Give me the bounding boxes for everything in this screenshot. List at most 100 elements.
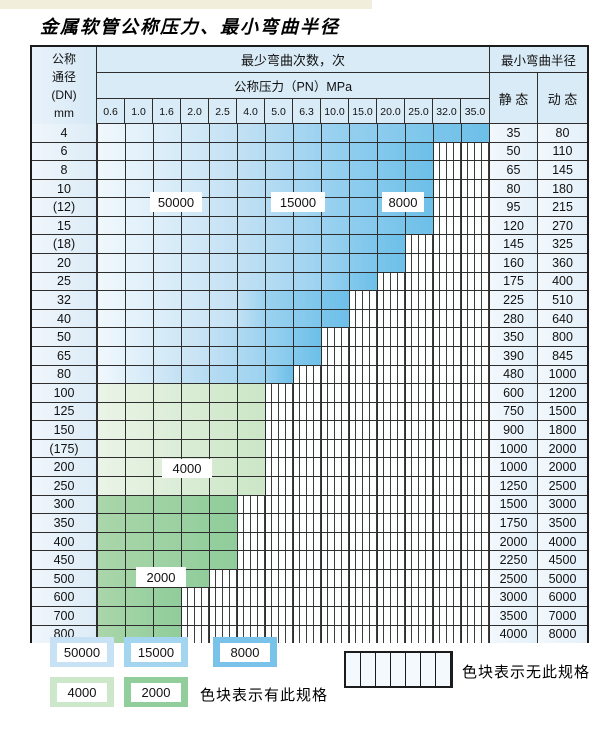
colored-availability-span bbox=[97, 421, 265, 439]
cycle-cells bbox=[97, 532, 489, 551]
colored-availability-span bbox=[97, 272, 377, 291]
colored-availability-span bbox=[97, 328, 321, 346]
table-row: (175) 1000 2000 bbox=[32, 439, 587, 459]
hatched-unavailable-span bbox=[265, 476, 489, 495]
header-min-bend-cycles: 最少弯曲次数，次 bbox=[97, 47, 489, 73]
header-dn-line2: 通径 bbox=[51, 69, 76, 84]
table-row: 20 160 360 bbox=[32, 254, 587, 273]
table-row: 80 480 1000 bbox=[32, 365, 587, 385]
dn-cell: 450 bbox=[32, 551, 97, 569]
pressure-column-header: 4.0 bbox=[237, 99, 265, 124]
static-radius-cell: 145 bbox=[489, 235, 537, 254]
dynamic-radius-cell: 270 bbox=[537, 216, 587, 235]
static-radius-cell: 3000 bbox=[489, 588, 537, 607]
cycle-cells bbox=[97, 161, 489, 179]
pressure-column-header: 10.0 bbox=[321, 99, 349, 124]
header-dn-line4: mm bbox=[54, 105, 74, 120]
colored-availability-span bbox=[97, 216, 433, 235]
cycle-label-2000: 2000 bbox=[136, 567, 186, 587]
static-radius-cell: 65 bbox=[489, 161, 537, 179]
table-row: 150 900 1800 bbox=[32, 421, 587, 440]
table-row: 40 280 640 bbox=[32, 309, 587, 329]
static-radius-cell: 95 bbox=[489, 198, 537, 216]
colored-availability-span bbox=[97, 235, 405, 254]
legend-swatch-15000: 15000 bbox=[124, 637, 188, 667]
dn-cell: 8 bbox=[32, 161, 97, 179]
hatched-unavailable-span bbox=[181, 588, 489, 607]
legend-available-note: 色块表示有此规格 bbox=[200, 687, 329, 704]
colored-availability-span bbox=[97, 161, 433, 179]
dynamic-radius-cell: 2500 bbox=[537, 476, 587, 495]
pressure-column-header: 25.0 bbox=[405, 99, 433, 124]
legend-swatch-2000: 2000 bbox=[124, 677, 188, 707]
header-min-bend-radius: 最小弯曲半径 bbox=[489, 47, 587, 73]
static-radius-cell: 280 bbox=[489, 309, 537, 328]
cycle-cells bbox=[97, 384, 489, 402]
colored-availability-span bbox=[97, 291, 349, 309]
cycle-label-4000: 4000 bbox=[162, 459, 212, 478]
colored-availability-span bbox=[97, 365, 293, 384]
hatched-unavailable-span bbox=[405, 235, 489, 254]
cycle-cells bbox=[97, 607, 489, 625]
static-radius-cell: 120 bbox=[489, 216, 537, 235]
static-radius-cell: 2250 bbox=[489, 551, 537, 569]
table-row: 50 350 800 bbox=[32, 328, 587, 347]
colored-availability-span bbox=[97, 439, 265, 458]
static-radius-cell: 600 bbox=[489, 384, 537, 402]
pressure-column-header: 1.0 bbox=[125, 99, 153, 124]
dn-cell: (12) bbox=[32, 198, 97, 216]
cycle-cells bbox=[97, 216, 489, 235]
hatched-unavailable-span bbox=[265, 402, 489, 421]
dn-cell: 65 bbox=[32, 346, 97, 365]
static-radius-cell: 900 bbox=[489, 421, 537, 439]
hatched-unavailable-span bbox=[237, 532, 489, 551]
legend-swatch-8000-label: 8000 bbox=[220, 642, 270, 662]
pressure-column-header: 5.0 bbox=[265, 99, 293, 124]
static-radius-cell: 50 bbox=[489, 142, 537, 161]
dynamic-radius-cell: 80 bbox=[537, 124, 587, 142]
hatched-unavailable-span bbox=[433, 198, 489, 216]
static-radius-cell: 1500 bbox=[489, 495, 537, 514]
cycle-cells bbox=[97, 458, 489, 476]
pressure-column-header: 2.5 bbox=[209, 99, 237, 124]
table-row: 65 390 845 bbox=[32, 346, 587, 366]
dn-cell: (175) bbox=[32, 439, 97, 458]
cycle-cells bbox=[97, 402, 489, 421]
table-row: 125 750 1500 bbox=[32, 402, 587, 422]
static-radius-cell: 3500 bbox=[489, 607, 537, 625]
colored-availability-span bbox=[97, 384, 265, 402]
table-row: 25 175 400 bbox=[32, 272, 587, 292]
table-row: 6 50 110 bbox=[32, 142, 587, 162]
cycle-cells bbox=[97, 346, 489, 365]
dynamic-radius-cell: 4000 bbox=[537, 532, 587, 551]
pressure-column-header: 6.3 bbox=[293, 99, 321, 124]
dynamic-radius-cell: 4500 bbox=[537, 551, 587, 569]
colored-availability-span bbox=[97, 495, 237, 514]
cycle-cells bbox=[97, 291, 489, 309]
table-row: 700 3500 7000 bbox=[32, 607, 587, 626]
static-radius-cell: 1000 bbox=[489, 458, 537, 476]
hatched-unavailable-span bbox=[321, 328, 489, 346]
cycle-cells bbox=[97, 365, 489, 384]
table-row: 32 225 510 bbox=[32, 291, 587, 310]
dynamic-radius-cell: 180 bbox=[537, 179, 587, 198]
dn-cell: (18) bbox=[32, 235, 97, 254]
hatched-unavailable-span bbox=[405, 254, 489, 272]
table-row: (18) 145 325 bbox=[32, 235, 587, 255]
table-row: 8 65 145 bbox=[32, 161, 587, 180]
hatched-unavailable-span bbox=[377, 272, 489, 291]
dynamic-radius-cell: 145 bbox=[537, 161, 587, 179]
static-radius-cell: 350 bbox=[489, 328, 537, 346]
spec-table: 公称 通径 (DN) mm 最少弯曲次数，次 最小弯曲半径 公称压力（PN）MP… bbox=[30, 45, 589, 644]
dynamic-radius-cell: 1200 bbox=[537, 384, 587, 402]
static-radius-cell: 160 bbox=[489, 254, 537, 272]
table-row: 400 2000 4000 bbox=[32, 532, 587, 552]
colored-availability-span bbox=[97, 124, 489, 142]
legend-swatch-4000-label: 4000 bbox=[57, 682, 107, 702]
table-row: 300 1500 3000 bbox=[32, 495, 587, 515]
cycle-cells bbox=[97, 476, 489, 495]
pressure-column-header: 20.0 bbox=[377, 99, 405, 124]
hatched-unavailable-span bbox=[321, 346, 489, 365]
header-dn-line3: (DN) bbox=[51, 87, 77, 102]
dn-cell: 25 bbox=[32, 272, 97, 291]
